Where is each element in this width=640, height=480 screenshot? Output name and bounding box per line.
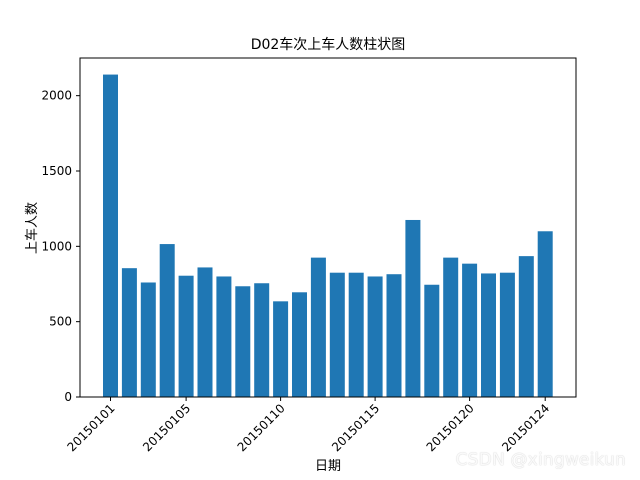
bar-20150112 — [310, 257, 326, 397]
y-tick-label-2000: 2000 — [41, 89, 72, 103]
bar-20150123 — [518, 256, 534, 397]
watermark-text: CSDN @xingweikun — [455, 450, 626, 470]
bar-20150110 — [273, 301, 289, 397]
bar-20150111 — [292, 292, 307, 397]
bar-20150121 — [481, 273, 496, 397]
bar-20150114 — [348, 272, 364, 397]
bar-20150117 — [405, 219, 421, 397]
bar-20150124 — [537, 231, 553, 397]
bar-20150107 — [216, 276, 232, 397]
bar-20150120 — [462, 263, 478, 397]
bar-20150115 — [367, 276, 383, 397]
bar-20150105 — [178, 275, 194, 397]
plot-frame — [79, 57, 577, 398]
bar-20150113 — [329, 272, 345, 397]
bar-20150102 — [121, 268, 137, 397]
chart-title: D02车次上车人数柱状图 — [251, 36, 406, 53]
y-tick-label-0: 0 — [64, 390, 72, 404]
bar-20150101 — [103, 74, 118, 397]
y-tick-label-500: 500 — [49, 315, 72, 329]
y-tick-label-1000: 1000 — [41, 239, 72, 253]
bar-20150118 — [424, 284, 440, 397]
bar-20150103 — [140, 282, 156, 397]
bar-20150122 — [499, 272, 515, 397]
y-axis-label: 上车人数 — [24, 202, 40, 254]
bar-20150108 — [235, 286, 251, 397]
bar-20150106 — [197, 267, 213, 397]
bar-20150119 — [443, 257, 459, 397]
bar-20150104 — [159, 244, 175, 397]
x-axis-label: 日期 — [315, 459, 341, 474]
y-tick-label-1500: 1500 — [41, 164, 72, 178]
bar-20150109 — [254, 283, 270, 397]
bars-group — [103, 74, 553, 397]
y-axis: 0 500 1000 1500 2000 — [41, 89, 80, 404]
bar-20150116 — [386, 274, 402, 397]
